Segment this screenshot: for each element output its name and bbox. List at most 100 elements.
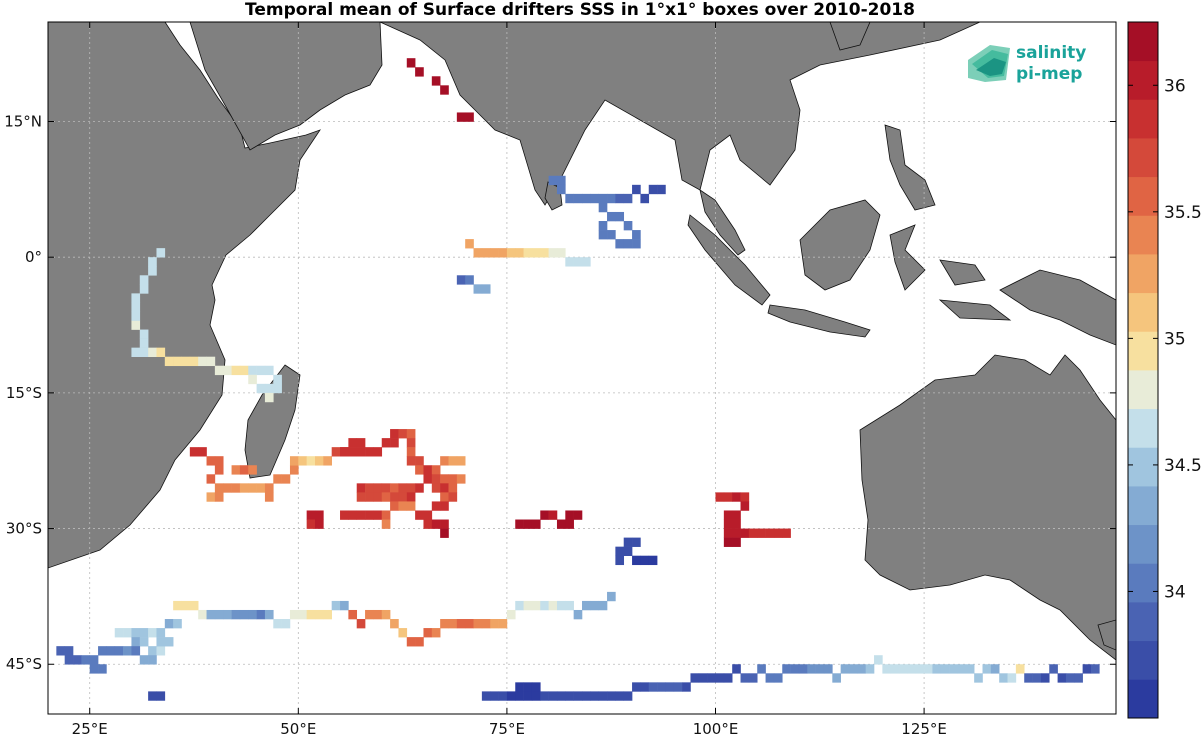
sss-cell: [173, 600, 182, 611]
sss-cell: [373, 609, 383, 620]
sss-cell: [723, 519, 733, 529]
sss-cell: [590, 600, 599, 611]
sss-cell: [139, 329, 149, 339]
sss-cell: [823, 664, 833, 674]
sss-cell: [523, 519, 533, 529]
sss-cell: [440, 519, 449, 529]
sss-cell: [523, 600, 533, 611]
sss-cell: [523, 248, 533, 258]
sss-cell: [465, 239, 474, 249]
y-tick-label: 30°S: [6, 520, 42, 538]
sss-cell: [423, 465, 433, 475]
sss-cell: [732, 528, 741, 538]
sss-cell: [398, 501, 408, 511]
sss-cell: [323, 609, 332, 620]
philippines: [884, 124, 936, 211]
sss-cell: [431, 474, 441, 484]
sss-cell: [306, 609, 316, 620]
tasmania: [1097, 619, 1116, 651]
sss-cell: [607, 591, 616, 602]
sss-cell: [381, 492, 391, 502]
sss-cell: [231, 609, 241, 620]
colorbar-ticks: 34 34.5 35 35.5 36: [1128, 76, 1202, 602]
arabia-landmass: [189, 22, 383, 151]
sss-cell: [1015, 664, 1025, 674]
sss-cell: [723, 528, 733, 538]
sss-cell: [131, 293, 141, 303]
sss-cell: [573, 691, 583, 701]
sss-cell: [348, 438, 358, 448]
sss-cell: [548, 600, 558, 611]
sss-cell: [381, 519, 391, 529]
sss-cell: [481, 691, 491, 701]
sss-cell: [490, 248, 499, 258]
sss-cell: [640, 193, 650, 204]
sss-cell: [81, 655, 91, 665]
land-layer: [48, 22, 1116, 661]
sss-cell: [89, 655, 99, 665]
x-tick-label: 125°E: [901, 720, 947, 738]
sss-cell: [665, 682, 675, 692]
asia-india-landmass: [379, 22, 981, 206]
sss-cell: [431, 465, 441, 475]
sss-cell: [573, 609, 583, 620]
sss-cell: [565, 519, 574, 529]
sss-cell: [348, 609, 358, 620]
sss-cell: [106, 646, 116, 656]
sss-cell: [1065, 673, 1075, 683]
sss-cell: [381, 609, 391, 620]
sss-cell: [598, 193, 608, 204]
sss-cell: [907, 664, 917, 674]
colorbar-segment: [1128, 602, 1158, 642]
sss-cell: [1082, 664, 1092, 674]
sss-cell: [732, 537, 741, 547]
sss-cell: [264, 483, 274, 493]
sss-cell: [1057, 673, 1067, 683]
colorbar-segment: [1128, 176, 1158, 216]
sss-cell: [131, 628, 141, 638]
sss-cell: [248, 365, 257, 376]
sss-cell: [732, 519, 741, 529]
sss-cell: [773, 528, 783, 538]
logo-line2: pi-mep: [1016, 64, 1082, 84]
sss-cell: [607, 193, 616, 204]
sss-cell: [673, 682, 683, 692]
sss-cell: [164, 637, 174, 647]
sss-cell: [273, 619, 282, 629]
malay-peninsula: [699, 189, 746, 256]
sss-cell: [632, 555, 641, 566]
sss-cell: [723, 673, 733, 683]
sss-cell: [849, 664, 858, 674]
sss-cell: [214, 465, 224, 475]
sss-cell: [440, 483, 449, 493]
sss-cell: [139, 284, 149, 294]
sss-cell: [356, 619, 366, 629]
sss-cell: [615, 546, 625, 556]
sss-cell: [256, 609, 266, 620]
sss-cell: [456, 456, 466, 466]
sss-cell: [648, 184, 658, 195]
sss-cell: [565, 257, 574, 267]
sss-cell: [373, 492, 383, 502]
sss-cell: [548, 510, 558, 520]
sss-cell: [356, 447, 366, 457]
sss-cell: [248, 609, 257, 620]
sss-cell: [373, 510, 383, 520]
colorbar-segment: [1128, 486, 1158, 526]
sss-cell: [114, 646, 124, 656]
sss-cell: [582, 600, 591, 611]
sss-cell: [406, 501, 416, 511]
salinity-pi-mep-logo: salinity pi-mep: [968, 43, 1086, 84]
sss-cell: [231, 365, 241, 376]
colorbar-segment: [1128, 22, 1158, 62]
sss-cell: [406, 438, 416, 448]
sss-cell: [156, 347, 166, 357]
sss-cell: [448, 456, 458, 466]
sss-cell: [623, 691, 633, 701]
sss-cell: [556, 184, 566, 195]
sss-cell: [456, 619, 466, 629]
sss-cell: [740, 501, 750, 511]
colorbar: [1127, 21, 1159, 719]
sss-cells: [56, 58, 1100, 701]
sss-cell: [523, 682, 533, 692]
